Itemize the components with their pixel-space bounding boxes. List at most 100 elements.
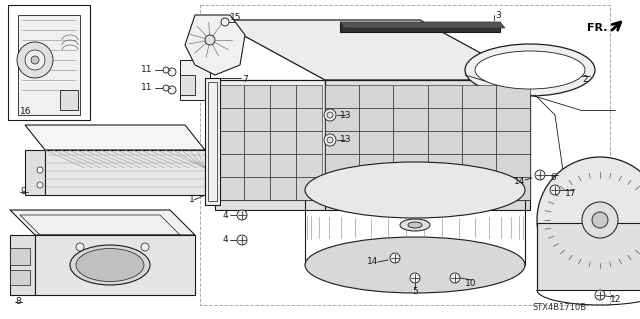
Polygon shape	[180, 60, 210, 100]
Polygon shape	[394, 177, 428, 200]
Polygon shape	[10, 248, 30, 265]
Text: STX4B1710B: STX4B1710B	[533, 303, 587, 313]
Circle shape	[205, 35, 215, 45]
Polygon shape	[215, 80, 325, 200]
Polygon shape	[496, 108, 530, 131]
Polygon shape	[428, 131, 461, 154]
Polygon shape	[496, 131, 530, 154]
Polygon shape	[325, 131, 359, 154]
Circle shape	[163, 67, 169, 73]
Polygon shape	[10, 210, 195, 235]
Polygon shape	[270, 154, 296, 177]
Ellipse shape	[305, 162, 525, 218]
Text: 8: 8	[15, 298, 20, 307]
Polygon shape	[218, 177, 244, 200]
Circle shape	[535, 170, 545, 180]
Polygon shape	[244, 177, 270, 200]
Ellipse shape	[475, 51, 585, 89]
Polygon shape	[359, 108, 394, 131]
Circle shape	[327, 137, 333, 143]
Text: 15: 15	[230, 13, 241, 23]
Circle shape	[25, 50, 45, 70]
Circle shape	[592, 212, 608, 228]
Polygon shape	[537, 223, 640, 290]
Circle shape	[537, 157, 640, 283]
Polygon shape	[359, 154, 394, 177]
Text: 11: 11	[141, 65, 152, 75]
Circle shape	[141, 243, 149, 251]
Text: 3: 3	[495, 11, 500, 19]
Circle shape	[31, 56, 39, 64]
Polygon shape	[180, 75, 195, 95]
Circle shape	[37, 167, 43, 173]
Text: 13: 13	[340, 110, 351, 120]
Circle shape	[324, 109, 336, 121]
Text: 4: 4	[222, 235, 228, 244]
Text: 16: 16	[20, 108, 31, 116]
Polygon shape	[218, 85, 244, 108]
Polygon shape	[296, 108, 322, 131]
Polygon shape	[244, 154, 270, 177]
Text: 10: 10	[465, 278, 477, 287]
Polygon shape	[296, 85, 322, 108]
Polygon shape	[270, 131, 296, 154]
Polygon shape	[340, 22, 500, 32]
Circle shape	[550, 185, 560, 195]
Polygon shape	[461, 154, 496, 177]
Ellipse shape	[70, 245, 150, 285]
Text: 5: 5	[412, 287, 418, 296]
Circle shape	[163, 85, 169, 91]
Polygon shape	[325, 154, 359, 177]
Polygon shape	[215, 20, 530, 80]
Polygon shape	[461, 131, 496, 154]
Polygon shape	[325, 80, 530, 200]
Text: 7: 7	[242, 76, 248, 85]
Polygon shape	[270, 85, 296, 108]
Circle shape	[390, 253, 400, 263]
Text: 9: 9	[20, 188, 26, 197]
Polygon shape	[270, 177, 296, 200]
Circle shape	[450, 273, 460, 283]
Ellipse shape	[400, 219, 430, 231]
Text: 4: 4	[222, 211, 228, 219]
Circle shape	[168, 86, 176, 94]
Circle shape	[324, 134, 336, 146]
Text: 6: 6	[550, 174, 556, 182]
Polygon shape	[428, 154, 461, 177]
Text: FR.: FR.	[586, 23, 607, 33]
Circle shape	[327, 112, 333, 118]
Text: 17: 17	[565, 189, 577, 197]
Circle shape	[17, 42, 53, 78]
Polygon shape	[359, 85, 394, 108]
Text: 14: 14	[367, 257, 378, 266]
Polygon shape	[394, 131, 428, 154]
Circle shape	[582, 202, 618, 238]
Polygon shape	[325, 108, 359, 131]
Polygon shape	[394, 108, 428, 131]
Polygon shape	[296, 177, 322, 200]
Circle shape	[37, 182, 43, 188]
Circle shape	[410, 273, 420, 283]
Polygon shape	[359, 131, 394, 154]
Polygon shape	[244, 85, 270, 108]
Ellipse shape	[305, 237, 525, 293]
Polygon shape	[18, 15, 80, 115]
Polygon shape	[270, 108, 296, 131]
Polygon shape	[45, 150, 205, 195]
Polygon shape	[244, 131, 270, 154]
Polygon shape	[25, 150, 45, 195]
Text: 12: 12	[610, 295, 621, 305]
Polygon shape	[218, 154, 244, 177]
Circle shape	[221, 18, 229, 26]
Polygon shape	[496, 177, 530, 200]
Polygon shape	[496, 85, 530, 108]
Text: 14: 14	[514, 177, 525, 187]
Text: 13: 13	[340, 136, 351, 145]
Polygon shape	[215, 200, 325, 210]
Polygon shape	[325, 85, 359, 108]
Polygon shape	[60, 90, 78, 110]
Text: 2: 2	[582, 76, 588, 85]
Circle shape	[76, 243, 84, 251]
Circle shape	[237, 235, 247, 245]
Polygon shape	[428, 108, 461, 131]
